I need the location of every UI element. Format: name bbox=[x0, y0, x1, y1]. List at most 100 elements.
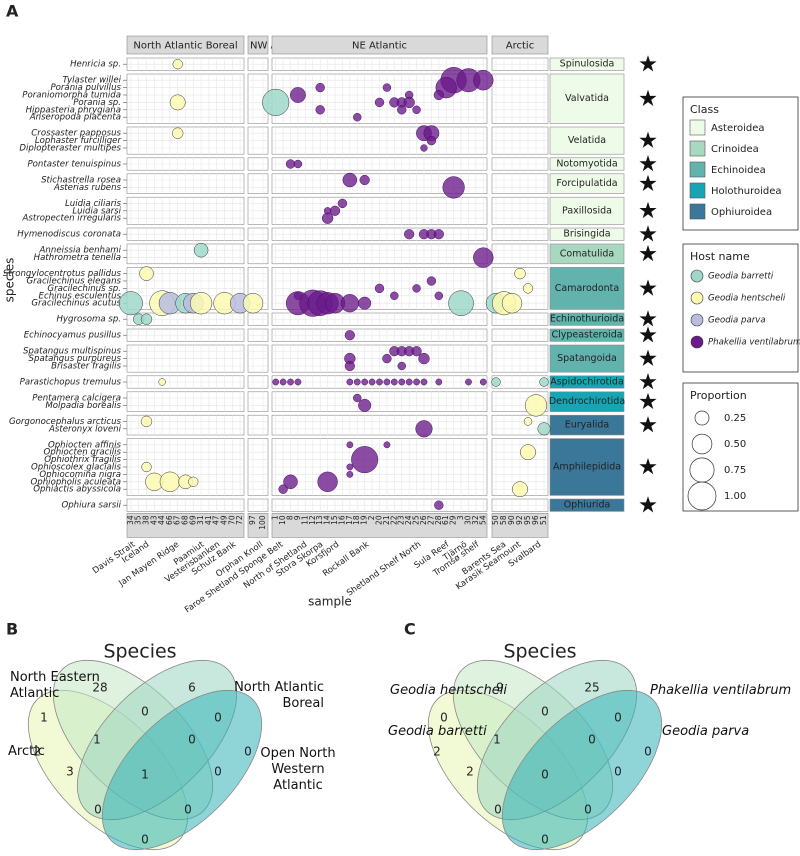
bubble bbox=[479, 378, 487, 386]
bubble bbox=[415, 420, 433, 438]
bubble bbox=[158, 378, 166, 386]
bubble bbox=[374, 97, 385, 108]
species-label: Ophiocten affinis bbox=[48, 440, 122, 450]
legend-size bbox=[694, 410, 710, 426]
bubble bbox=[412, 105, 421, 115]
order-strip bbox=[549, 344, 625, 373]
bubble bbox=[118, 291, 143, 316]
species-label: Astropecten irregularis bbox=[21, 214, 121, 224]
venn-title: Species bbox=[103, 641, 176, 663]
bubble bbox=[523, 417, 533, 426]
legend-label: Echinoidea bbox=[711, 165, 766, 176]
order-strip bbox=[549, 438, 625, 496]
bubble bbox=[435, 378, 443, 386]
bubble bbox=[520, 444, 536, 461]
bubble bbox=[524, 394, 548, 417]
legend-label: 0.50 bbox=[724, 439, 746, 450]
sample-strip bbox=[491, 513, 549, 538]
venn-count: 0 bbox=[141, 705, 149, 719]
legend-label: Geodia hentscheli bbox=[708, 294, 786, 304]
x-tick-label: 61 bbox=[441, 515, 450, 525]
x-tick-label: 2 bbox=[367, 515, 376, 520]
bubble bbox=[344, 330, 355, 341]
bubble bbox=[290, 87, 306, 103]
bubble bbox=[242, 293, 264, 314]
order-icon bbox=[639, 174, 657, 191]
venn-set bbox=[101, 689, 263, 851]
x-tick-label: 31 bbox=[196, 515, 205, 525]
species-label: Asteronyx loveni bbox=[48, 424, 122, 434]
legend-swatch bbox=[689, 119, 706, 136]
facet-label: North Atlantic Boreal bbox=[133, 41, 237, 52]
venn-count: 2 bbox=[466, 765, 474, 779]
x-tick-label: 43 bbox=[149, 515, 158, 525]
bubble bbox=[397, 105, 407, 115]
venn-count: 28 bbox=[92, 681, 107, 695]
species-label: Pontaster tenuispinus bbox=[27, 160, 121, 170]
legend-label: 0.25 bbox=[724, 413, 746, 424]
species-label: Gracilechinus elegans bbox=[26, 277, 121, 287]
bubble bbox=[283, 474, 298, 490]
venn-set bbox=[501, 689, 663, 851]
bubble bbox=[473, 70, 494, 91]
bubble bbox=[279, 378, 287, 386]
order-strip bbox=[549, 267, 625, 310]
bubble bbox=[287, 378, 294, 386]
order-strip bbox=[549, 414, 625, 436]
order-label: Echinothurioida bbox=[550, 314, 624, 325]
legend-swatch bbox=[690, 335, 704, 349]
species-label: Pentamera calcigera bbox=[32, 394, 121, 404]
species-label: Ophiocomina nigra bbox=[39, 470, 121, 480]
venn-count: 6 bbox=[188, 681, 196, 695]
order-icon bbox=[639, 244, 657, 262]
x-tick-label: 41 bbox=[204, 515, 213, 525]
x-tick-label: 1 bbox=[271, 515, 280, 520]
x-tick-label: 23 bbox=[397, 515, 406, 525]
order-label: Brisingida bbox=[563, 229, 610, 240]
order-label: Ophiurida bbox=[564, 500, 611, 511]
order-strip bbox=[549, 498, 625, 512]
order-icon bbox=[639, 279, 657, 296]
x-axis-label: sample bbox=[308, 595, 352, 609]
venn-count: 0 bbox=[588, 733, 596, 747]
set-label: North Atlantic Boreal bbox=[234, 680, 324, 711]
order-strip bbox=[549, 57, 625, 71]
bubble bbox=[337, 198, 348, 209]
bubble bbox=[361, 378, 369, 386]
x-tick-label: 14 bbox=[323, 515, 332, 525]
bubble bbox=[404, 229, 415, 240]
bubble bbox=[433, 89, 444, 101]
x-tick-label: 17 bbox=[345, 515, 354, 525]
species-label: Hymenodiscus coronata bbox=[17, 230, 121, 240]
bubble bbox=[139, 266, 154, 281]
species-label: Porania sp. bbox=[73, 98, 121, 108]
species-label: Porania pulvillus bbox=[50, 83, 121, 93]
panel-label: C bbox=[404, 620, 416, 639]
bubble bbox=[426, 135, 437, 146]
x-tick-label: 70 bbox=[227, 515, 236, 525]
bubble bbox=[514, 267, 526, 280]
legend-swatch bbox=[689, 203, 706, 220]
order-label: Amphilepidida bbox=[553, 462, 621, 473]
order-icon bbox=[639, 392, 657, 409]
bubble bbox=[434, 500, 444, 510]
x-tick-label: 19 bbox=[360, 515, 369, 525]
order-strip bbox=[549, 73, 625, 124]
order-icon bbox=[639, 310, 657, 327]
bubble bbox=[398, 378, 406, 386]
order-icon bbox=[639, 326, 657, 343]
species-label: Parastichopus tremulus bbox=[20, 378, 122, 388]
bubble bbox=[340, 294, 359, 313]
legend-label: Holothuroidea bbox=[711, 186, 782, 197]
bubble bbox=[390, 291, 399, 301]
species-label: Ophiactis abyssicola bbox=[33, 485, 121, 495]
species-label: Gorgonocephalus arcticus bbox=[9, 417, 122, 427]
species-label: Gracilechinus acutus bbox=[31, 299, 121, 309]
bubble bbox=[141, 461, 152, 473]
species-label: Brisaster fragilis bbox=[51, 362, 121, 372]
bubble bbox=[420, 378, 428, 386]
species-label: Hathrometra tenella bbox=[34, 253, 121, 263]
facet-panel bbox=[247, 243, 269, 265]
x-tick-label: 12 bbox=[308, 515, 317, 525]
